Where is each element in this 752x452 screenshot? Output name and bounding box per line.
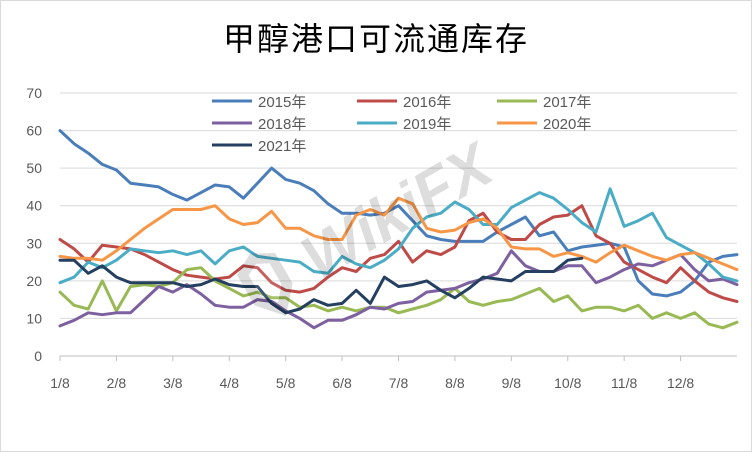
- legend-label: 2021年: [258, 138, 306, 155]
- y-tick-label: 60: [26, 123, 42, 139]
- x-tick-label: 6/8: [332, 375, 352, 391]
- x-tick-label: 1/8: [50, 375, 70, 391]
- legend-label: 2020年: [543, 116, 591, 133]
- x-tick-label: 3/8: [163, 375, 183, 391]
- series-line-1: [58, 204, 739, 303]
- x-tick-label: 11/8: [611, 375, 637, 391]
- y-tick-label: 20: [26, 273, 42, 289]
- legend-label: 2019年: [403, 116, 451, 133]
- chart-title: 甲醇港口可流通库存: [222, 20, 529, 58]
- legend-label: 2018年: [258, 116, 306, 133]
- series-lines: [58, 129, 739, 330]
- y-tick-label: 0: [34, 348, 42, 364]
- series-line-3: [58, 249, 739, 330]
- legend-label: 2015年: [258, 94, 306, 111]
- legend: 2015年 2016年 2017年 2018年 2019年 2020年 2021年: [212, 94, 591, 155]
- series-line-5: [58, 196, 739, 272]
- x-tick-label: 8/8: [445, 375, 465, 391]
- series-line-0: [58, 129, 739, 298]
- x-tick-label: 2/8: [107, 375, 127, 391]
- y-tick-label: 10: [26, 310, 42, 326]
- x-tick-label: 4/8: [220, 375, 240, 391]
- y-tick-label: 40: [26, 198, 42, 214]
- y-tick-label: 70: [26, 85, 42, 101]
- series-line-6: [58, 256, 584, 315]
- x-tick-label: 10/8: [554, 375, 581, 391]
- series-line-4: [58, 187, 739, 285]
- x-tick-label: 7/8: [389, 375, 409, 391]
- y-axis-ticks: 0 10 20 30 40 50 60 70: [26, 85, 42, 364]
- legend-label: 2016年: [403, 94, 451, 111]
- y-tick-label: 30: [26, 235, 42, 251]
- x-tick-label: 9/8: [502, 375, 522, 391]
- y-tick-label: 50: [26, 160, 42, 176]
- x-tick-label: 5/8: [276, 375, 296, 391]
- x-axis: 1/8 2/8 3/8 4/8 5/8 6/8 7/8 8/8 9/8 10/8 11/8 12/8: [50, 355, 737, 391]
- legend-label: 2017年: [543, 94, 591, 111]
- x-tick-label: 12/8: [667, 375, 694, 391]
